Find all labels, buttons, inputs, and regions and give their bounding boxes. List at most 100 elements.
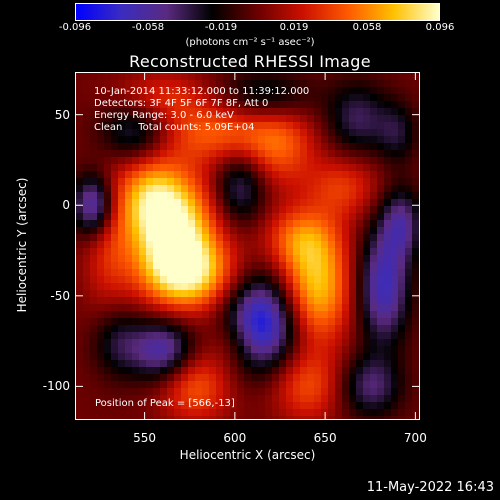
heatmap-cell (293, 402, 300, 409)
heatmap-cell (132, 276, 139, 283)
heatmap-cell (349, 150, 356, 157)
heatmap-cell (307, 262, 314, 269)
heatmap-cell (342, 108, 349, 115)
heatmap-cell (118, 227, 125, 234)
heatmap-cell (363, 325, 370, 332)
heatmap-cell (370, 241, 377, 248)
heatmap-cell (349, 409, 356, 416)
heatmap-cell (230, 283, 237, 290)
heatmap-cell (300, 73, 307, 80)
heatmap-cell (104, 136, 111, 143)
heatmap-cell (314, 374, 321, 381)
heatmap-cell (125, 157, 132, 164)
heatmap-cell (321, 171, 328, 178)
heatmap-cell (314, 87, 321, 94)
heatmap-cell (384, 234, 391, 241)
heatmap-cell (195, 262, 202, 269)
heatmap-cell (237, 192, 244, 199)
heatmap-cell (167, 136, 174, 143)
heatmap-cell (272, 360, 279, 367)
heatmap-cell (363, 171, 370, 178)
heatmap-cell (349, 388, 356, 395)
heatmap-cell (181, 304, 188, 311)
heatmap-cell (279, 255, 286, 262)
heatmap-cell (391, 276, 398, 283)
heatmap-cell (251, 227, 258, 234)
heatmap-cell (202, 157, 209, 164)
heatmap-cell (223, 136, 230, 143)
heatmap-cell (153, 290, 160, 297)
heatmap-cell (328, 157, 335, 164)
heatmap-cell (356, 395, 363, 402)
heatmap-cell (342, 346, 349, 353)
heatmap-cell (111, 304, 118, 311)
heatmap-cell (132, 325, 139, 332)
heatmap-cell (258, 136, 265, 143)
heatmap-cell (307, 388, 314, 395)
heatmap-cell (181, 192, 188, 199)
heatmap-cell (335, 171, 342, 178)
heatmap-cell (167, 94, 174, 101)
heatmap-cell (377, 255, 384, 262)
heatmap-cell (83, 115, 90, 122)
heatmap-cell (223, 395, 230, 402)
heatmap-cell (356, 290, 363, 297)
heatmap-cell (321, 297, 328, 304)
heatmap-cell (216, 283, 223, 290)
heatmap-cell (370, 129, 377, 136)
heatmap-cell (398, 255, 405, 262)
heatmap-cell (363, 374, 370, 381)
heatmap-cell (321, 178, 328, 185)
heatmap-cell (258, 80, 265, 87)
heatmap-cell (272, 241, 279, 248)
heatmap-cell (258, 87, 265, 94)
heatmap-cell (405, 332, 412, 339)
heatmap-cell (139, 199, 146, 206)
heatmap-cell (97, 262, 104, 269)
heatmap-cell (377, 94, 384, 101)
heatmap-cell (223, 311, 230, 318)
heatmap-cell (349, 220, 356, 227)
heatmap-cell (244, 136, 251, 143)
heatmap-cell (251, 87, 258, 94)
heatmap-cell (118, 332, 125, 339)
heatmap-cell (300, 304, 307, 311)
heatmap-cell (188, 185, 195, 192)
heatmap-cell (300, 80, 307, 87)
heatmap-cell (209, 213, 216, 220)
heatmap-cell (258, 101, 265, 108)
heatmap-cell (384, 353, 391, 360)
heatmap-cell (377, 346, 384, 353)
heatmap-cell (398, 339, 405, 346)
heatmap-cell (405, 262, 412, 269)
heatmap-cell (335, 206, 342, 213)
heatmap-cell (370, 108, 377, 115)
heatmap-cell (111, 276, 118, 283)
heatmap-cell (216, 150, 223, 157)
heatmap-cell (230, 395, 237, 402)
heatmap-cell (181, 171, 188, 178)
heatmap-cell (384, 108, 391, 115)
heatmap-cell (160, 199, 167, 206)
heatmap-cell (391, 332, 398, 339)
heatmap-cell (244, 115, 251, 122)
heatmap-cell (111, 416, 118, 419)
heatmap-cell (279, 297, 286, 304)
heatmap-cell (377, 213, 384, 220)
heatmap-cell (265, 367, 272, 374)
heatmap-cell (300, 185, 307, 192)
heatmap-cell (349, 115, 356, 122)
heatmap-cell (216, 402, 223, 409)
heatmap-cell (251, 346, 258, 353)
heatmap-cell (195, 332, 202, 339)
heatmap-cell (111, 381, 118, 388)
heatmap-cell (349, 269, 356, 276)
heatmap-cell (265, 143, 272, 150)
heatmap-cell (356, 332, 363, 339)
heatmap-cell (328, 206, 335, 213)
heatmap-cell (398, 80, 405, 87)
heatmap-cell (300, 171, 307, 178)
heatmap-cell (321, 87, 328, 94)
heatmap-cell (405, 87, 412, 94)
heatmap-cell (258, 297, 265, 304)
